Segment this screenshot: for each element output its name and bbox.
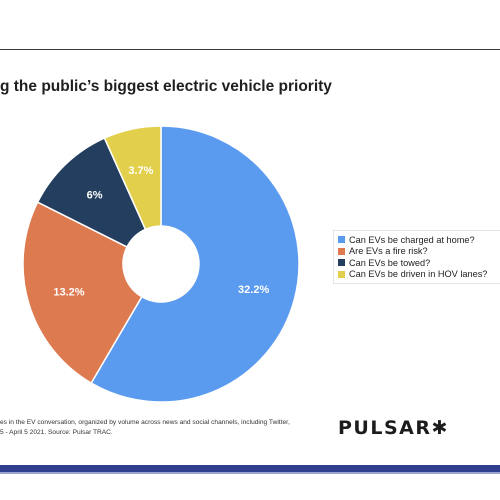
legend-swatch: [338, 270, 345, 278]
bottom-band-edge: [0, 472, 500, 474]
legend-item-hov-lanes: Can EVs be driven in HOV lanes?: [338, 269, 500, 281]
source-line-2: 5 - April 5 2021. Source: Pulsar TRAC.: [0, 428, 113, 436]
donut-chart: 32.2% 13.2% 6% 3.7%: [22, 125, 300, 403]
legend-item-fire-risk: Are EVs a fire risk?: [338, 246, 500, 258]
slice-value-label: 13.2%: [53, 286, 84, 298]
donut-slice: [90, 125, 300, 403]
legend-label: Can EVs be driven in HOV lanes?: [349, 269, 488, 280]
legend-swatch: [338, 247, 345, 255]
legend-label: Are EVs a fire risk?: [349, 246, 428, 257]
legend-label: Can EVs be charged at home?: [349, 234, 475, 245]
bottom-band: [0, 465, 500, 472]
chart-title: g the public’s biggest electric vehicle …: [0, 78, 332, 95]
legend-item-towed: Can EVs be towed?: [338, 257, 500, 269]
asterisk-icon: ✱: [431, 417, 449, 439]
slice-value-label: 3.7%: [128, 165, 153, 177]
source-line-1: es in the EV conversation, organized by …: [0, 419, 290, 426]
slice-value-label: 6%: [87, 190, 103, 202]
legend-label: Can EVs be towed?: [349, 257, 431, 268]
legend-item-charged-at-home: Can EVs be charged at home?: [338, 234, 500, 246]
legend-swatch: [338, 236, 345, 244]
top-divider: [0, 49, 500, 50]
donut-slice: [22, 201, 143, 385]
chart-legend: Can EVs be charged at home? Are EVs a fi…: [333, 230, 500, 284]
donut-slice: [103, 125, 162, 231]
pulsar-logo: PULSAR✱: [338, 417, 449, 439]
slice-value-label: 32.2%: [238, 284, 269, 296]
logo-text: PULSAR: [338, 417, 432, 439]
legend-swatch: [338, 259, 345, 267]
source-note: es in the EV conversation, organized by …: [0, 418, 330, 437]
